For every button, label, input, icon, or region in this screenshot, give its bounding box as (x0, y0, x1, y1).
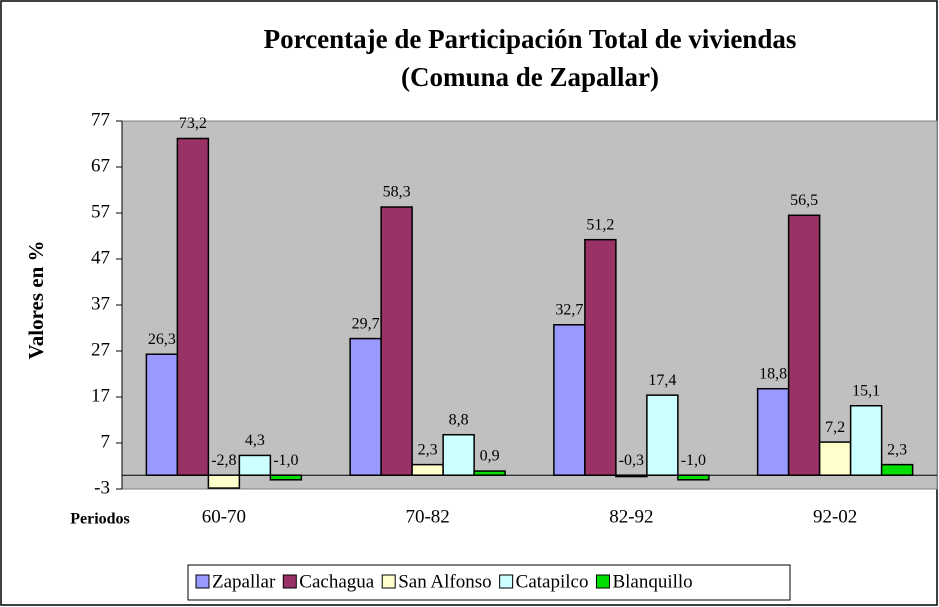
y-tick-label: 67 (91, 155, 110, 176)
value-label: 7,2 (825, 419, 845, 436)
x-tick-label: 70-82 (405, 506, 449, 527)
value-label: 17,4 (648, 372, 676, 389)
bar (584, 238, 617, 476)
value-label: 2,3 (418, 441, 438, 458)
value-label: 51,2 (586, 216, 614, 233)
y-tick-label: 7 (101, 431, 111, 452)
legend-swatch (381, 574, 396, 589)
legend-swatch (499, 574, 514, 589)
value-label: 2,3 (887, 441, 907, 458)
value-label: 58,3 (383, 184, 411, 201)
y-tick-label: 77 (91, 109, 110, 130)
value-label: -1,0 (681, 452, 706, 469)
value-label: 18,8 (759, 365, 787, 382)
bar (553, 324, 586, 476)
legend-swatch (595, 574, 610, 589)
bar (849, 404, 883, 476)
legend-label: Cachagua (299, 571, 374, 592)
bar (787, 214, 821, 476)
bar (442, 433, 475, 476)
bar (615, 474, 648, 478)
y-tick-label: 17 (91, 385, 110, 406)
chart-subtitle: (Comuna de Zapallar) (401, 62, 659, 92)
bar (269, 474, 303, 481)
y-tick-label: 57 (91, 201, 110, 222)
legend-swatch (282, 574, 297, 589)
value-label: -0,3 (619, 452, 644, 469)
value-label: 56,5 (790, 192, 818, 209)
y-axis-label: Valores en % (24, 240, 48, 359)
bar (646, 394, 679, 476)
value-label: 15,1 (852, 382, 880, 399)
value-label: 8,8 (449, 411, 469, 428)
bar (145, 353, 179, 476)
legend-label: Zapallar (212, 571, 276, 592)
bar (677, 474, 710, 481)
legend-label: San Alfonso (398, 571, 491, 592)
value-label: -1,0 (273, 452, 298, 469)
value-label: 29,7 (352, 315, 380, 332)
bar (349, 337, 382, 476)
bar (207, 474, 241, 489)
x-tick-label: 82-92 (609, 506, 653, 527)
bar (818, 441, 852, 476)
legend-label: Catapilco (516, 571, 589, 592)
value-label: 4,3 (245, 432, 265, 449)
x-axis-label: Periodos (70, 511, 130, 528)
chart-title: Porcentaje de Participación Total de viv… (264, 24, 797, 54)
y-tick-label: 37 (91, 293, 110, 314)
value-label: -2,8 (211, 452, 236, 469)
value-label: 73,2 (179, 115, 207, 132)
bar (473, 470, 506, 476)
bar (880, 463, 914, 476)
legend-label: Blanquillo (612, 571, 692, 592)
bar (756, 387, 790, 476)
x-tick-label: 92-02 (813, 506, 857, 527)
value-label: 0,9 (480, 448, 500, 465)
bar (380, 206, 413, 476)
bar (411, 463, 444, 476)
y-tick-label: 27 (91, 339, 110, 360)
value-label: 32,7 (555, 301, 583, 318)
y-tick-label: 47 (91, 247, 110, 268)
bar (176, 137, 210, 476)
x-tick-label: 60-70 (202, 506, 246, 527)
y-tick-label: -3 (94, 477, 110, 498)
bar (238, 454, 272, 476)
legend-swatch (195, 574, 210, 589)
value-label: 26,3 (148, 331, 176, 348)
